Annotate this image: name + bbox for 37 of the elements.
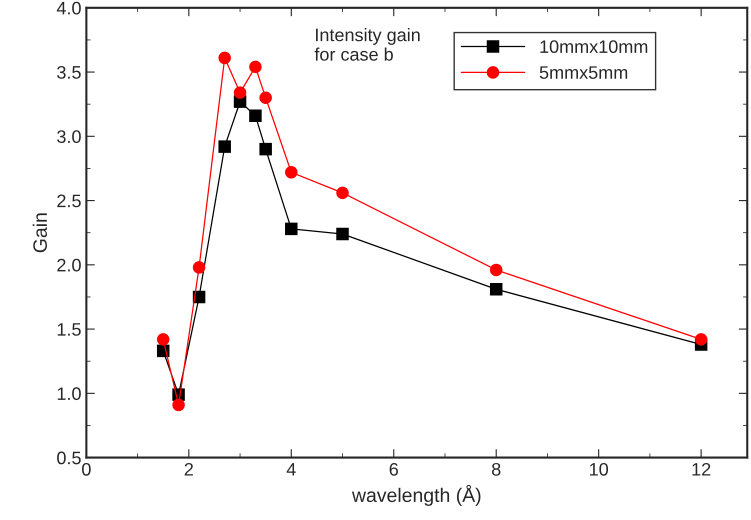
annotation: Intensity gain for case b: [314, 28, 420, 61]
y-tick-label: 4.0: [56, 2, 81, 15]
y-tick-label: 1.5: [58, 323, 81, 336]
point: [490, 264, 502, 276]
x-tick-label: 6: [390, 462, 398, 476]
point: [490, 282, 502, 296]
point: [259, 92, 272, 104]
y-tick-label: 0.5: [57, 452, 81, 464]
point: [172, 398, 185, 412]
point: [218, 140, 231, 153]
point: [285, 222, 298, 236]
y-axis-title: Gain: [32, 213, 48, 252]
x-tick-label: 10: [590, 462, 608, 476]
point: [218, 52, 231, 64]
y-tick-label: 3.0: [57, 130, 81, 144]
point: [694, 333, 708, 346]
point: [336, 186, 349, 200]
point: [234, 86, 246, 99]
y-tick-label: 2.0: [57, 258, 81, 272]
point: [192, 261, 206, 274]
y-tick-label: 2.5: [57, 194, 81, 208]
y-tick-label: 1.0: [58, 387, 81, 400]
point: [156, 333, 170, 346]
point: [336, 228, 349, 240]
point: [285, 166, 298, 179]
legend-label: 10mmx10mm: [540, 40, 648, 54]
point: [249, 60, 262, 74]
point: [249, 110, 262, 122]
x-axis-title: wavelength (Å): [352, 484, 480, 506]
point: [259, 142, 272, 156]
x-tick-label: 12: [692, 462, 710, 476]
y-tick-label: 3.5: [57, 66, 81, 79]
x-tick-label: 0: [82, 462, 91, 476]
legend-label: 5mmx5mm: [540, 66, 628, 79]
x-tick-label: 8: [492, 462, 500, 476]
x-tick-label: 2: [184, 462, 193, 476]
x-tick-label: 4: [286, 463, 296, 476]
